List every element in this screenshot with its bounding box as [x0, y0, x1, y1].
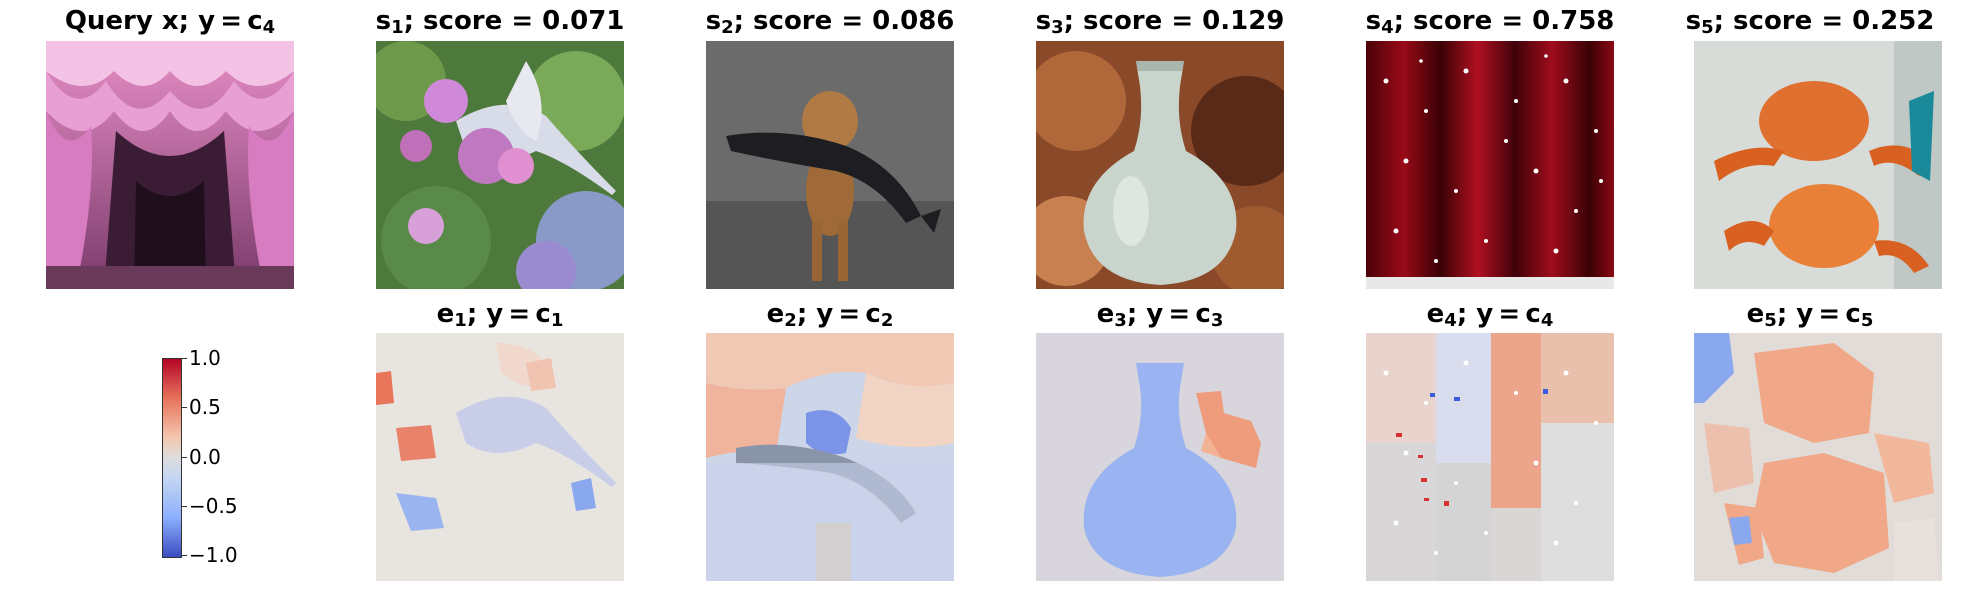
- query-title: Query x; y = c4: [64, 6, 276, 38]
- colorbar-tick: [181, 407, 187, 408]
- hummingbird-flower-image-icon: [376, 41, 624, 289]
- e1-title: e1; y = c1: [436, 299, 564, 331]
- colorbar-tick: [181, 457, 187, 458]
- e5-heatmap: [1694, 333, 1942, 581]
- colorbar-label-1.0: 1.0: [189, 346, 221, 370]
- query-image: [46, 41, 294, 289]
- s3-title: s3; score = 0.129: [1035, 6, 1285, 38]
- crab-image-icon: [1694, 41, 1942, 289]
- colorbar-label-neg1.0: −1.0: [189, 543, 238, 567]
- s2-title: s2; score = 0.086: [705, 6, 955, 38]
- explanation-heatmap-5-icon: [1694, 333, 1942, 581]
- s1-title: s1; score = 0.071: [375, 6, 625, 38]
- colorbar-tick: [181, 555, 187, 556]
- red-curtain-image-icon: [1366, 41, 1614, 289]
- explanation-heatmap-3-icon: [1036, 333, 1284, 581]
- explanation-heatmap-1-icon: [376, 333, 624, 581]
- colorbar-label-neg0.5: −0.5: [189, 494, 238, 518]
- e2-heatmap: [706, 333, 954, 581]
- s4-title: s4; score = 0.758: [1365, 6, 1615, 38]
- explanation-heatmap-4-icon: [1366, 333, 1614, 581]
- colorbar: [162, 358, 182, 558]
- colorbar-tick: [181, 358, 187, 359]
- e5-title: e5; y = c5: [1746, 299, 1874, 331]
- colorbar-label-0.5: 0.5: [189, 395, 221, 419]
- e3-heatmap: [1036, 333, 1284, 581]
- s4-image: [1366, 41, 1614, 289]
- s5-title: s5; score = 0.252: [1685, 6, 1935, 38]
- stage-curtain-image-icon: [46, 41, 294, 289]
- dog-with-fish-image-icon: [706, 41, 954, 289]
- e2-title: e2; y = c2: [766, 299, 894, 331]
- e1-heatmap: [376, 333, 624, 581]
- s2-image: [706, 41, 954, 289]
- s5-image: [1694, 41, 1942, 289]
- colorbar-label-0.0: 0.0: [189, 445, 221, 469]
- celadon-vase-image-icon: [1036, 41, 1284, 289]
- e3-title: e3; y = c3: [1096, 299, 1224, 331]
- s1-image: [376, 41, 624, 289]
- explanation-heatmap-2-icon: [706, 333, 954, 581]
- colorbar-tick: [181, 506, 187, 507]
- e4-heatmap: [1366, 333, 1614, 581]
- s3-image: [1036, 41, 1284, 289]
- e4-title: e4; y = c4: [1426, 299, 1554, 331]
